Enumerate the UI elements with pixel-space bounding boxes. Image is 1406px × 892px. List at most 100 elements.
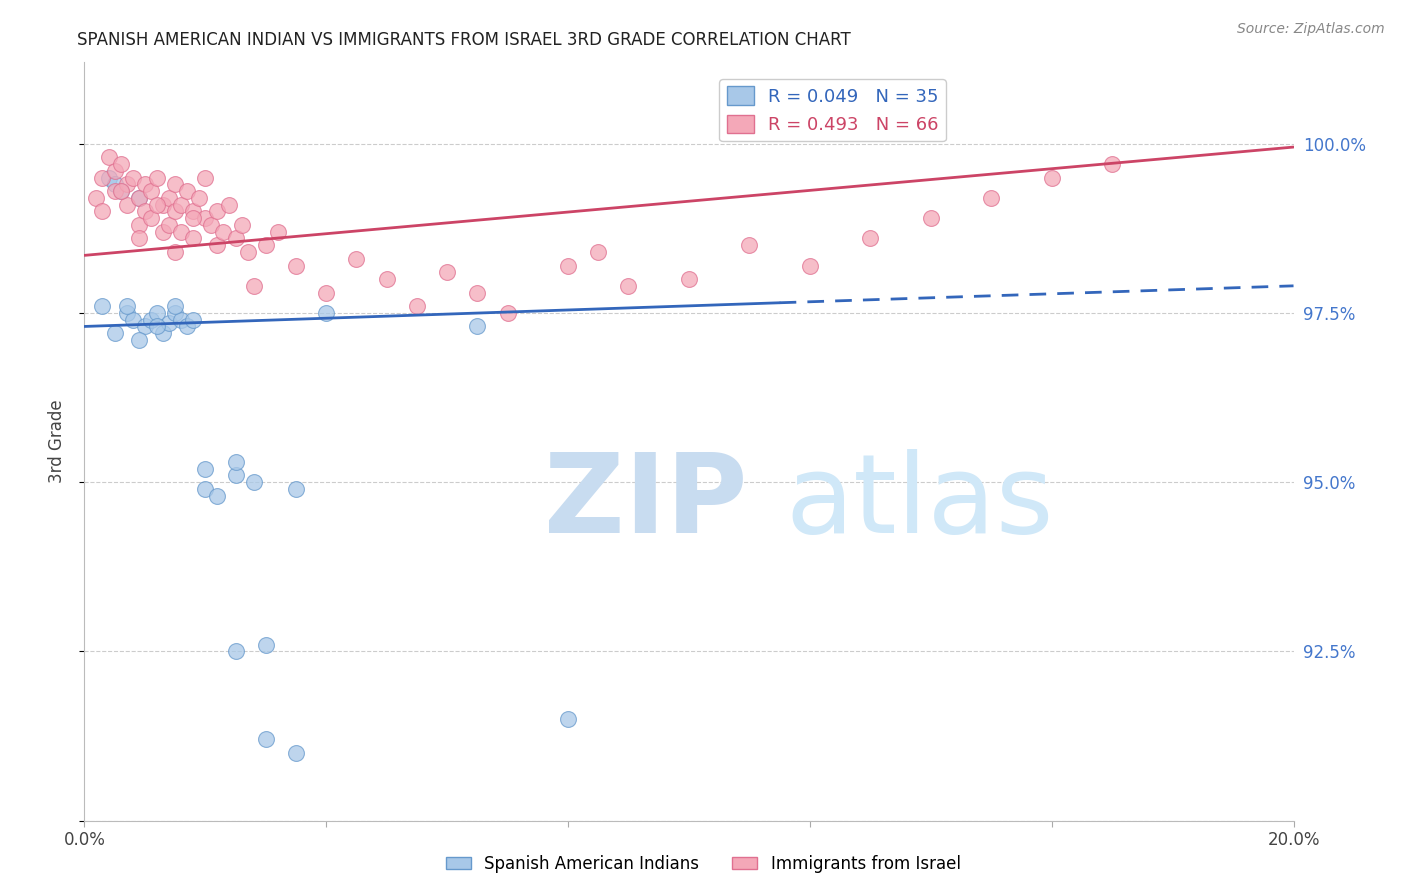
Legend: Spanish American Indians, Immigrants from Israel: Spanish American Indians, Immigrants fro… [439,848,967,880]
Point [110,157,132,171]
Point [467,319,489,334]
Point [181,204,204,219]
Point [146,197,169,211]
Point [121,170,143,185]
Point [188,191,211,205]
Point [152,225,174,239]
Point [225,231,247,245]
Point [97,150,120,164]
Text: SPANISH AMERICAN INDIAN VS IMMIGRANTS FROM ISRAEL 3RD GRADE CORRELATION CHART: SPANISH AMERICAN INDIAN VS IMMIGRANTS FR… [77,31,851,49]
Point [157,316,180,330]
Point [115,197,138,211]
Point [231,218,253,232]
Point [134,319,156,334]
Point [315,306,337,320]
Point [254,732,277,747]
Point [152,197,174,211]
Point [406,299,429,313]
Point [176,319,198,334]
Point [104,163,127,178]
Point [139,211,162,226]
Point [799,259,821,273]
Point [104,178,127,192]
Point [920,211,942,226]
Point [170,225,193,239]
Point [194,211,217,226]
Point [104,184,127,198]
Legend: R = 0.049   N = 35, R = 0.493   N = 66: R = 0.049 N = 35, R = 0.493 N = 66 [720,79,946,141]
Point [91,170,114,185]
Text: Source: ZipAtlas.com: Source: ZipAtlas.com [1237,22,1385,37]
Point [110,184,132,198]
Point [194,482,217,496]
Point [207,204,229,219]
Point [139,184,162,198]
Point [200,218,222,232]
Point [225,644,247,658]
Point [1040,170,1063,185]
Point [165,306,187,320]
Point [91,299,114,313]
Point [315,285,337,300]
Point [128,191,150,205]
Point [134,204,156,219]
Point [242,475,264,490]
Point [128,218,150,232]
Point [436,265,458,279]
Point [146,319,169,334]
Point [165,204,187,219]
Point [121,312,143,326]
Point [165,299,187,313]
Point [285,482,308,496]
Point [285,746,308,760]
Point [115,299,138,313]
Point [165,244,187,259]
Point [157,218,180,232]
Point [467,285,489,300]
Point [980,191,1002,205]
Point [165,178,187,192]
Point [1101,157,1123,171]
Point [86,191,108,205]
Point [617,278,640,293]
Point [181,312,204,326]
Point [375,272,398,286]
Point [110,184,132,198]
Point [115,178,138,192]
Y-axis label: 3rd Grade: 3rd Grade [48,400,66,483]
Point [267,225,290,239]
Point [225,468,247,483]
Point [115,306,138,320]
Point [859,231,882,245]
Point [128,191,150,205]
Point [194,461,217,475]
Point [134,178,156,192]
Point [678,272,700,286]
Point [128,333,150,347]
Point [236,244,259,259]
Point [254,238,277,252]
Point [181,231,204,245]
Point [152,326,174,341]
Point [557,712,579,726]
Point [557,259,579,273]
Point [157,191,180,205]
Point [738,238,761,252]
Point [225,455,247,469]
Point [139,312,162,326]
Point [207,238,229,252]
Point [146,170,169,185]
Point [212,225,235,239]
Point [588,244,610,259]
Point [97,170,120,185]
Point [496,306,519,320]
Point [194,170,217,185]
Point [176,184,198,198]
Point [207,489,229,503]
Point [91,204,114,219]
Text: ZIP: ZIP [544,449,747,556]
Point [146,306,169,320]
Point [346,252,368,266]
Point [242,278,264,293]
Point [128,231,150,245]
